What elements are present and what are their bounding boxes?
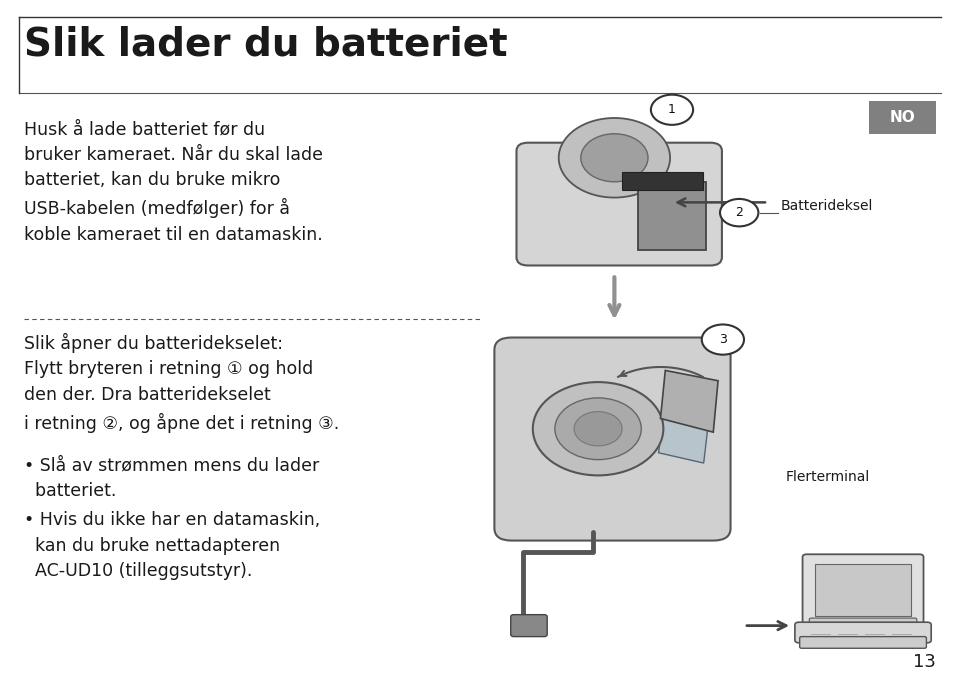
Text: • Hvis du ikke har en datamaskin,
  kan du bruke nettadapteren
  AC-UD10 (tilleg: • Hvis du ikke har en datamaskin, kan du… [24, 511, 321, 580]
Text: 13: 13 [913, 653, 936, 671]
Circle shape [574, 412, 622, 446]
Circle shape [581, 134, 648, 182]
Polygon shape [659, 415, 708, 463]
FancyBboxPatch shape [815, 564, 911, 616]
Text: Slik åpner du batteridekselet:
Flytt bryteren i retning ① og hold
den der. Dra b: Slik åpner du batteridekselet: Flytt bry… [24, 333, 339, 433]
FancyBboxPatch shape [809, 618, 917, 629]
FancyBboxPatch shape [494, 338, 731, 541]
Polygon shape [660, 370, 718, 432]
Text: • Slå av strømmen mens du lader
  batteriet.: • Slå av strømmen mens du lader batterie… [24, 456, 320, 500]
FancyBboxPatch shape [800, 637, 926, 648]
FancyBboxPatch shape [622, 172, 703, 190]
FancyBboxPatch shape [516, 143, 722, 265]
Circle shape [533, 382, 663, 475]
Circle shape [720, 199, 758, 226]
FancyBboxPatch shape [638, 182, 706, 250]
FancyBboxPatch shape [869, 101, 936, 134]
Circle shape [651, 95, 693, 125]
Text: 3: 3 [719, 333, 727, 346]
Circle shape [559, 118, 670, 198]
Text: 1: 1 [668, 104, 676, 116]
Text: Slik lader du batteriet: Slik lader du batteriet [24, 25, 508, 64]
FancyBboxPatch shape [511, 615, 547, 637]
Circle shape [555, 398, 641, 460]
FancyBboxPatch shape [795, 622, 931, 643]
Text: 2: 2 [735, 206, 743, 219]
Text: Batterideksel: Batterideksel [780, 199, 873, 213]
Text: NO: NO [890, 110, 915, 125]
FancyBboxPatch shape [803, 554, 924, 625]
Text: Husk å lade batteriet før du
bruker kameraet. Når du skal lade
batteriet, kan du: Husk å lade batteriet før du bruker kame… [24, 120, 323, 244]
Text: Flerterminal: Flerterminal [785, 470, 870, 484]
Circle shape [702, 324, 744, 355]
